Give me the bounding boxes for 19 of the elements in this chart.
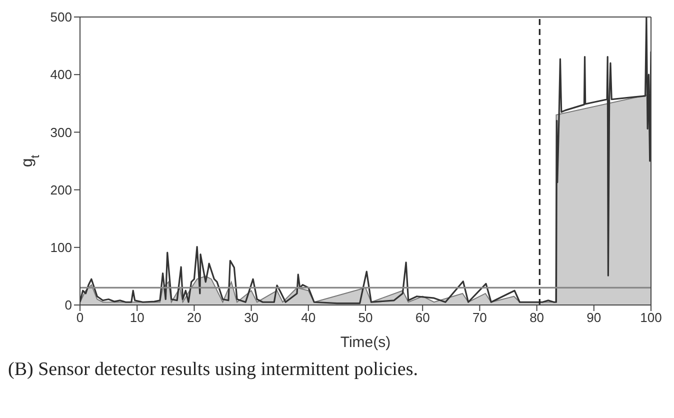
text: (B) Sensor detector results using intermittent policies. xyxy=(8,359,420,381)
x-tick-label: 50 xyxy=(358,310,373,326)
x-tick-label: 60 xyxy=(415,310,430,326)
x-axis-title: Time(s) xyxy=(340,334,391,351)
y-tick-label: 100 xyxy=(50,240,72,256)
x-tick-label: 90 xyxy=(586,310,602,326)
x-tick-label: 40 xyxy=(301,310,316,326)
x-tick-label: 20 xyxy=(186,310,202,326)
x-tick-label: 0 xyxy=(76,310,84,326)
y-tick-label: 300 xyxy=(50,124,72,140)
x-tick-label: 10 xyxy=(130,310,144,326)
x-tick-label: 70 xyxy=(472,310,487,326)
y-tick-label: 200 xyxy=(50,182,72,198)
y-tick-label: 500 xyxy=(50,10,72,25)
y-tick-label: 0 xyxy=(64,298,72,313)
x-tick-label: 80 xyxy=(530,310,544,326)
y-tick-label: 400 xyxy=(50,67,72,82)
x-tick-label: 30 xyxy=(244,310,259,326)
x-tick-label: 100 xyxy=(640,310,662,326)
